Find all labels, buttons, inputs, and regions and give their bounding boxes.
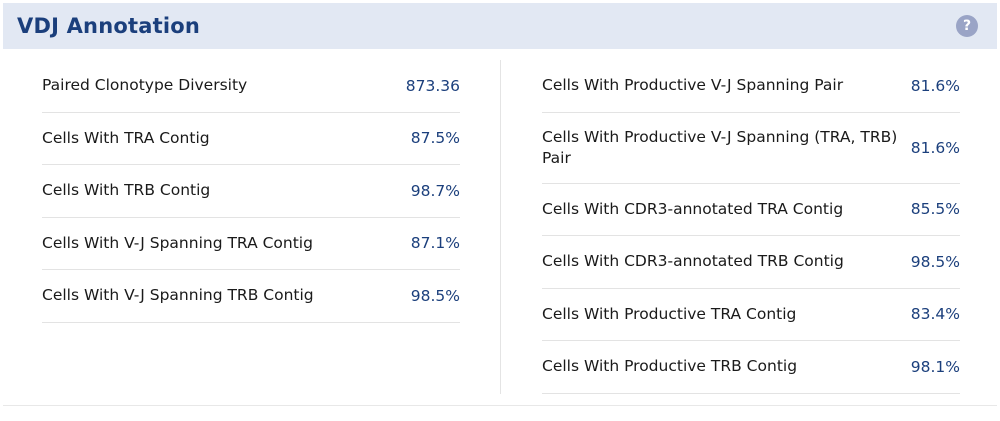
metric-label: Cells With V-J Spanning TRB Contig — [42, 286, 314, 305]
metric-value: 98.5% — [410, 286, 460, 305]
metric-label: Cells With TRB Contig — [42, 181, 211, 200]
metric-label: Paired Clonotype Diversity — [42, 76, 248, 95]
metric-label: Cells With Productive TRB Contig — [542, 357, 798, 376]
metrics-column-right: Cells With Productive V-J Spanning Pair … — [542, 60, 960, 394]
metric-value: 81.6% — [910, 138, 960, 157]
metric-value: 98.1% — [910, 357, 960, 376]
metric-label: Cells With TRA Contig — [42, 128, 210, 147]
metric-label: Cells With Productive TRA Contig — [542, 304, 797, 323]
metric-row: Cells With Productive V-J Spanning (TRA,… — [542, 113, 960, 184]
metric-row: Paired Clonotype Diversity 873.36 — [42, 60, 460, 113]
card-header: VDJ Annotation ? — [3, 3, 997, 49]
metric-row: Cells With V-J Spanning TRA Contig 87.1% — [42, 218, 460, 270]
metric-label: Cells With Productive V-J Spanning Pair — [542, 76, 844, 95]
metric-row: Cells With Productive TRA Contig 83.4% — [542, 289, 960, 341]
card-bottom-rule — [3, 405, 997, 406]
metric-label: Cells With CDR3-annotated TRB Contig — [542, 252, 844, 271]
metric-value: 98.5% — [910, 252, 960, 271]
metrics-column-left: Paired Clonotype Diversity 873.36 Cells … — [42, 60, 460, 323]
metric-row: Cells With TRB Contig 98.7% — [42, 165, 460, 218]
card-title: VDJ Annotation — [17, 14, 201, 38]
metric-value: 85.5% — [910, 200, 960, 219]
metric-row: Cells With CDR3-annotated TRA Contig 85.… — [542, 184, 960, 236]
metric-row: Cells With TRA Contig 87.5% — [42, 113, 460, 165]
metric-value: 83.4% — [910, 305, 960, 324]
metric-label: Cells With CDR3-annotated TRA Contig — [542, 199, 844, 218]
metric-row: Cells With CDR3-annotated TRB Contig 98.… — [542, 236, 960, 289]
metric-value: 873.36 — [405, 76, 460, 95]
metric-label: Cells With V-J Spanning TRA Contig — [42, 233, 313, 252]
help-icon[interactable]: ? — [956, 15, 978, 37]
metric-value: 87.1% — [410, 234, 460, 253]
metric-row: Cells With Productive TRB Contig 98.1% — [542, 341, 960, 394]
metric-row: Cells With V-J Spanning TRB Contig 98.5% — [42, 270, 460, 323]
metric-value: 87.5% — [410, 129, 460, 148]
column-divider — [500, 60, 501, 394]
metric-value: 98.7% — [410, 181, 460, 200]
metric-row: Cells With Productive V-J Spanning Pair … — [542, 60, 960, 113]
metric-label: Cells With Productive V-J Spanning (TRA,… — [542, 127, 898, 167]
metric-value: 81.6% — [910, 76, 960, 95]
